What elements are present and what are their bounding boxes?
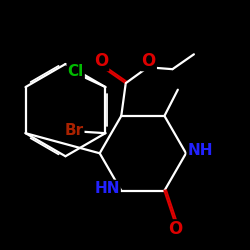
Text: Br: Br	[64, 123, 84, 138]
Text: HN: HN	[94, 181, 120, 196]
Text: O: O	[168, 220, 182, 238]
Text: O: O	[142, 52, 156, 70]
Text: O: O	[94, 52, 108, 70]
Text: NH: NH	[188, 144, 213, 158]
Text: Cl: Cl	[68, 64, 84, 79]
